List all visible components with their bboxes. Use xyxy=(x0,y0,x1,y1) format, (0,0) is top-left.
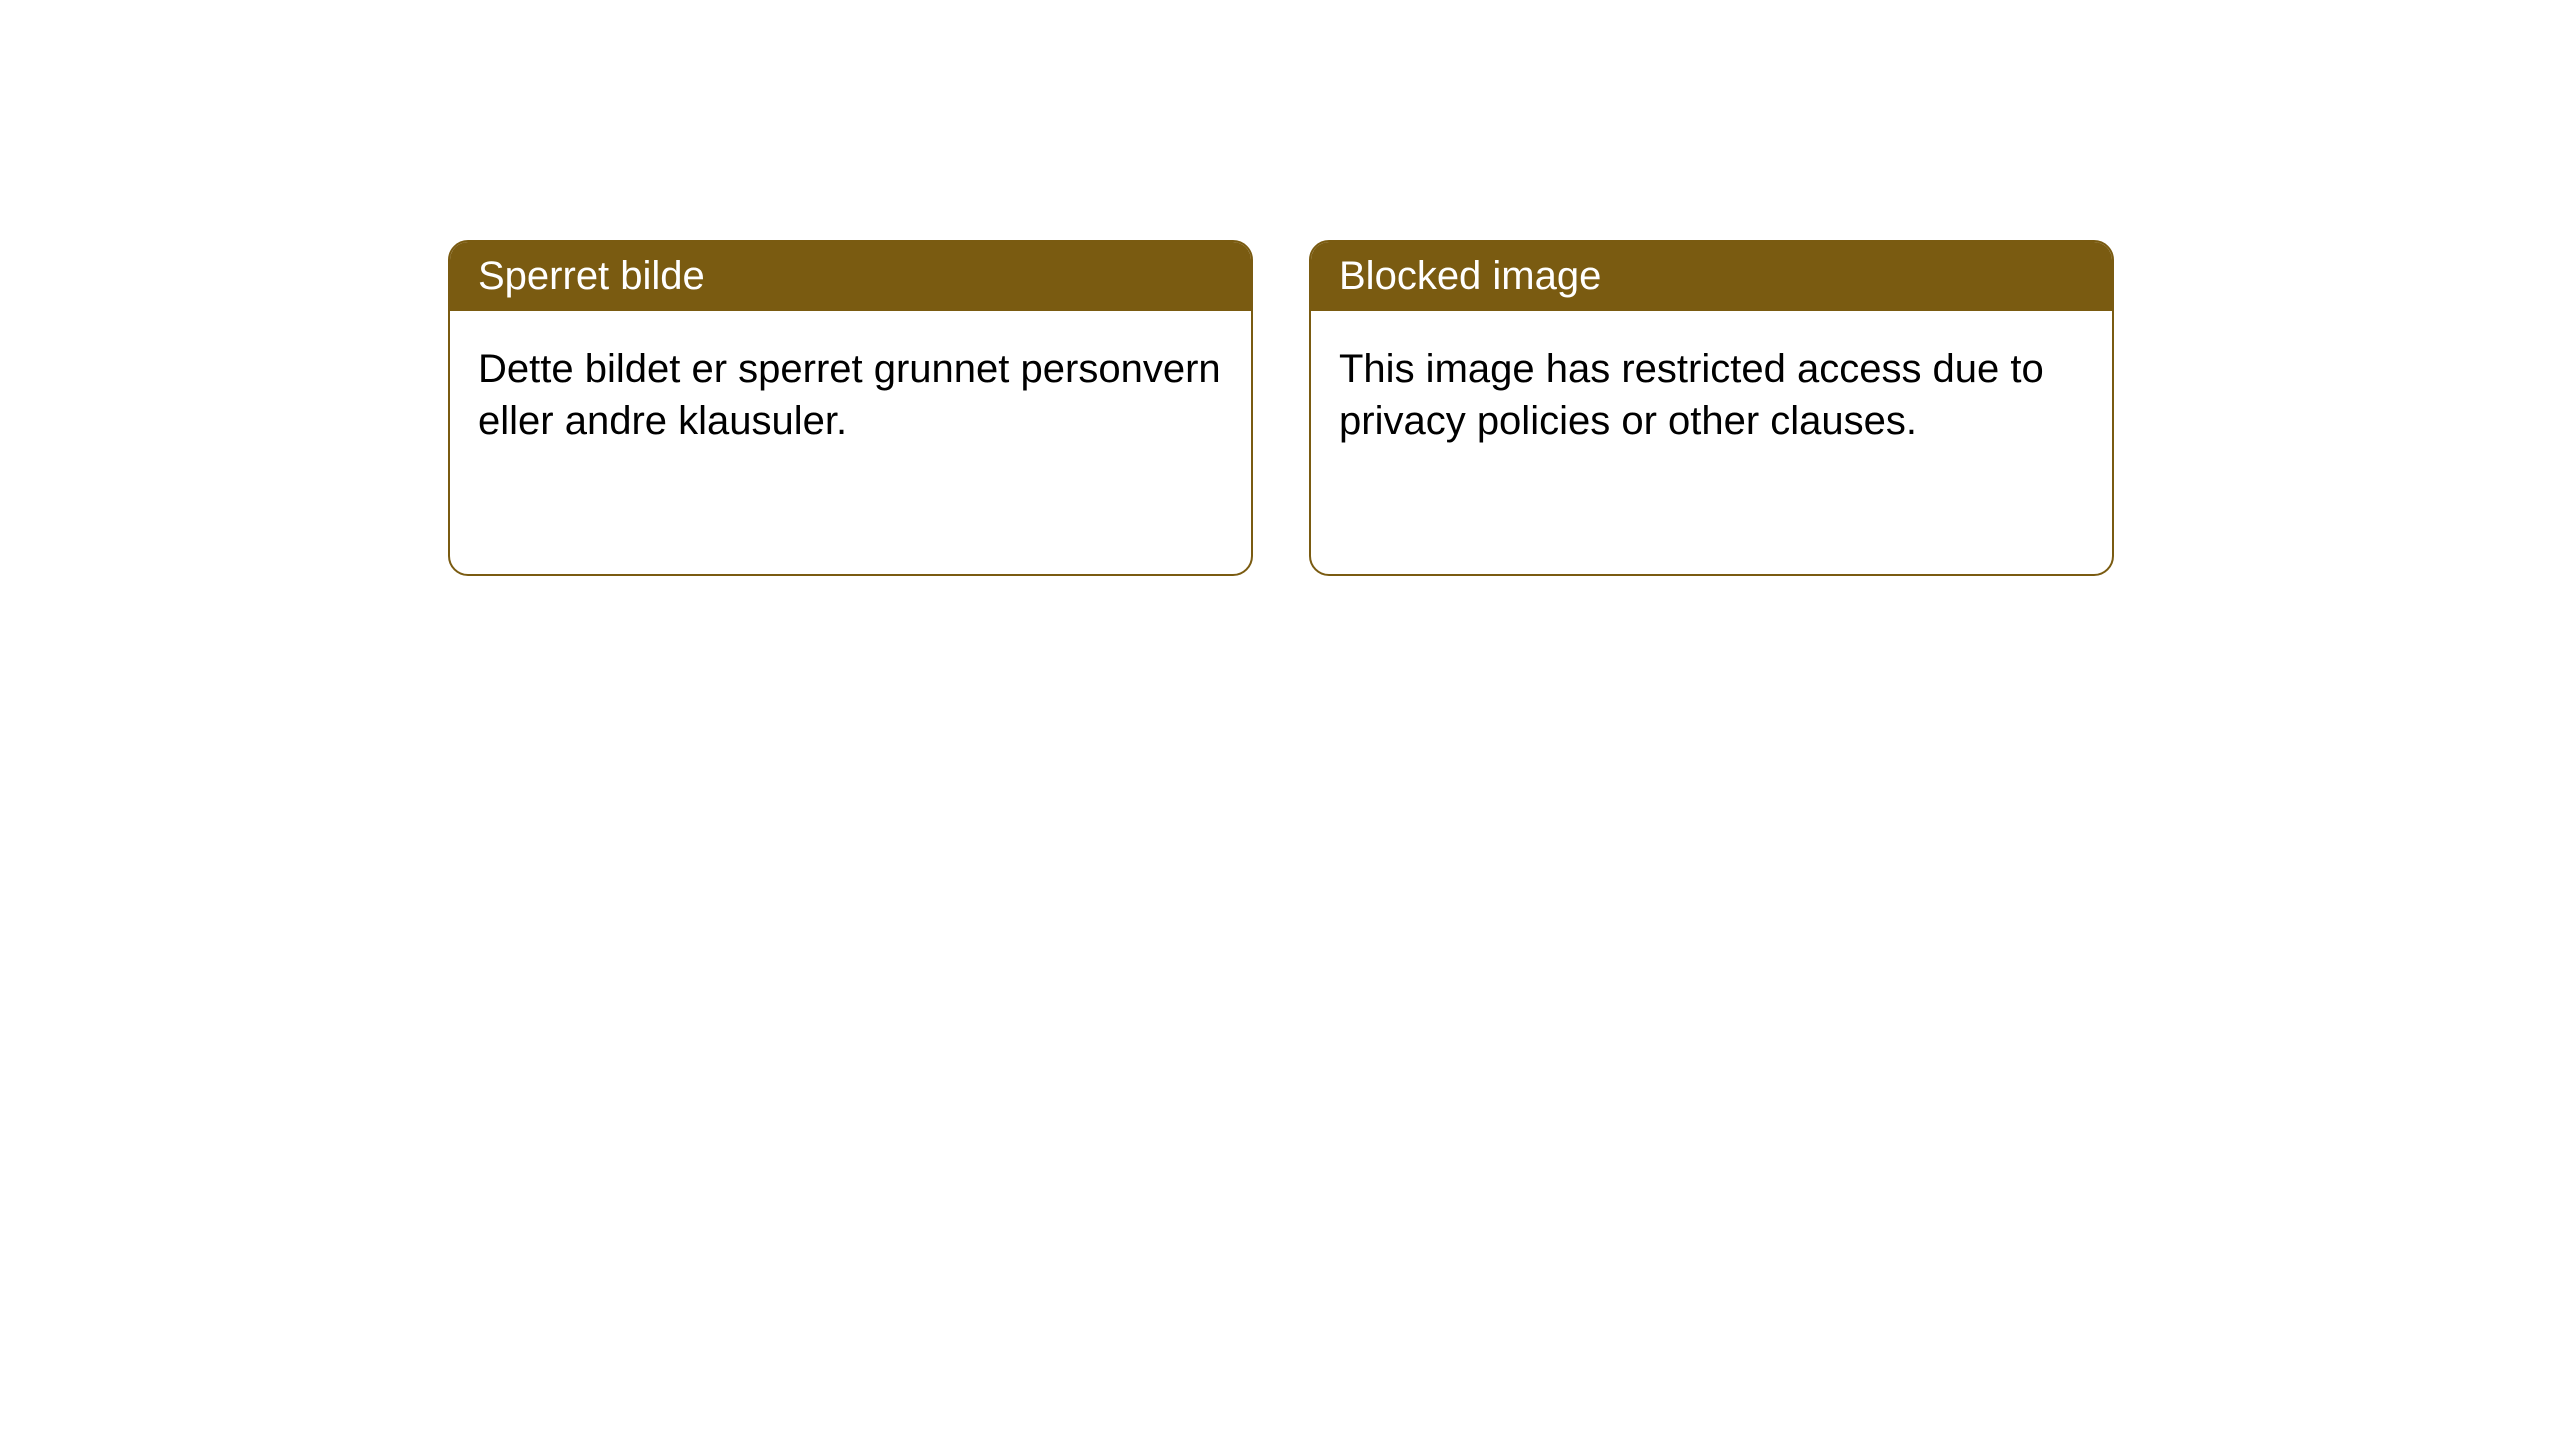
notice-card-header: Blocked image xyxy=(1311,242,2112,311)
notice-card-body: Dette bildet er sperret grunnet personve… xyxy=(450,311,1251,479)
notice-card-english: Blocked image This image has restricted … xyxy=(1309,240,2114,576)
notice-cards-container: Sperret bilde Dette bildet er sperret gr… xyxy=(448,240,2114,576)
notice-card-header: Sperret bilde xyxy=(450,242,1251,311)
notice-card-body: This image has restricted access due to … xyxy=(1311,311,2112,479)
notice-card-norwegian: Sperret bilde Dette bildet er sperret gr… xyxy=(448,240,1253,576)
